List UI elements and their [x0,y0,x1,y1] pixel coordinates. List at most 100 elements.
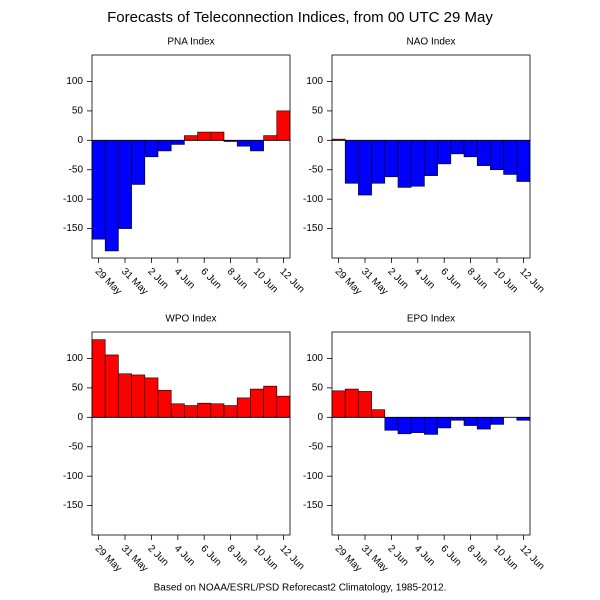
bar [276,110,291,141]
bar [170,140,185,145]
bar [516,417,531,421]
bar [197,131,212,141]
y-tick-label: 50 [312,383,324,394]
x-tick-label: 29 May [93,543,124,574]
bar [490,140,504,171]
bar [263,385,278,418]
y-tick-label: 0 [77,412,83,423]
y-tick-label: -50 [309,441,324,452]
bar [358,140,372,196]
bar [450,140,465,155]
x-tick-label: 29 May [93,266,124,297]
bar [210,131,225,141]
x-tick-label: 29 May [333,266,364,297]
bar [384,417,399,431]
x-tick-label: 12 Jun [517,543,546,572]
bar [410,417,425,433]
bar [437,417,452,429]
bar [397,140,412,188]
x-tick-label: 6 Jun [198,266,223,291]
y-tick-label: 50 [72,106,84,117]
bar [424,140,438,176]
bar [516,140,531,182]
bar [184,135,198,141]
x-tick-label: 8 Jun [465,543,490,568]
bar [476,417,491,430]
x-tick-label: 10 Jun [251,543,280,572]
panel-title: NAO Index [407,37,456,48]
x-tick-label: 31 May [359,543,390,574]
y-tick-label: -150 [303,223,323,234]
x-tick-label: 4 Jun [412,266,437,291]
x-tick-label: 31 May [359,266,390,297]
bar [344,388,359,418]
x-tick-label: 6 Jun [198,543,223,568]
x-tick-label: 12 Jun [277,543,306,572]
x-tick-label: 8 Jun [225,543,250,568]
x-tick-label: 12 Jun [277,266,306,295]
bar [170,403,185,418]
y-tick-label: 0 [77,135,83,146]
bar [410,140,425,187]
y-tick-label: -100 [63,194,83,205]
bar [236,397,251,418]
y-tick-label: -50 [309,164,324,175]
bar [157,389,172,418]
bar [371,409,386,418]
bar [131,140,146,185]
bar [344,140,359,184]
bar [424,417,438,435]
plot-frame [91,331,291,536]
bar [490,417,504,425]
bar [463,140,478,158]
x-tick-label: 8 Jun [465,266,490,291]
y-tick-label: -150 [303,500,323,511]
x-tick-label: 10 Jun [491,543,520,572]
y-tick-label: 0 [317,412,323,423]
x-tick-label: 12 Jun [517,266,546,295]
x-tick-label: 4 Jun [412,543,437,568]
bar [91,140,106,240]
bar [210,403,225,418]
x-tick-label: 6 Jun [438,266,463,291]
bar [358,391,372,418]
bar [104,354,119,418]
plot-frame [331,54,531,259]
bar [276,395,291,418]
bar [118,373,132,418]
x-tick-label: 10 Jun [251,266,280,295]
bar [397,417,412,435]
bar [437,140,452,165]
x-tick-label: 31 May [119,266,150,297]
y-tick-label: -50 [69,441,84,452]
footnote: Based on NOAA/ESRL/PSD Reforecast2 Clima… [154,583,447,594]
x-tick-label: 6 Jun [438,543,463,568]
bar [104,140,119,252]
bar [184,405,198,418]
y-tick-label: 100 [66,76,83,87]
y-tick-label: 100 [306,76,323,87]
bar [197,402,212,418]
x-tick-label: 31 May [119,543,150,574]
bar [236,140,251,147]
y-tick-label: -150 [63,500,83,511]
x-tick-label: 4 Jun [172,266,197,291]
bar [250,388,264,418]
x-tick-label: 4 Jun [172,543,197,568]
x-tick-label: 29 May [333,543,364,574]
bar [118,140,132,229]
y-tick-label: 100 [306,353,323,364]
panel-title: PNA Index [167,37,214,48]
bar [503,140,518,175]
bar [263,135,278,141]
bar [91,339,106,418]
plot-frame [91,54,291,259]
bar [476,140,491,166]
panel-title: EPO Index [407,314,455,325]
y-tick-label: 50 [312,106,324,117]
figure-title: Forecasts of Teleconnection Indices, fro… [107,9,493,26]
bar [144,377,159,418]
y-tick-label: -50 [69,164,84,175]
y-tick-label: -150 [63,223,83,234]
